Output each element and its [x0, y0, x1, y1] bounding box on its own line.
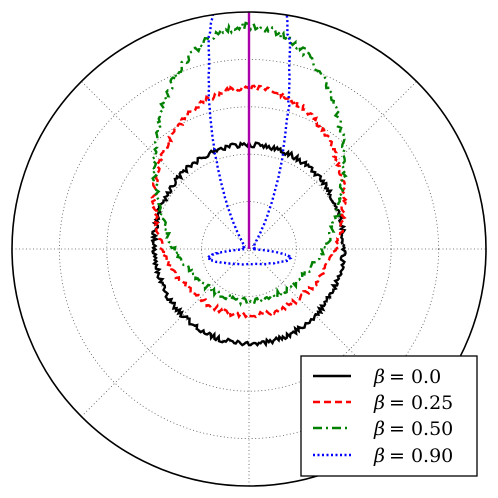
legend-box: [300, 355, 478, 477]
polar-frame: [11, 11, 487, 487]
grid-ring: [106, 106, 392, 392]
series-line-2: [150, 20, 348, 307]
series-line-3: [206, 12, 293, 266]
series-group: [150, 12, 348, 348]
legend: β = 0.0 β = 0.25 β = 0.50 β = 0.90: [300, 355, 478, 477]
legend-label-beta-0-50: β = 0.50: [373, 418, 453, 440]
legend-label-beta-0-90: β = 0.90: [373, 445, 453, 467]
legend-label-beta-0-25: β = 0.25: [373, 392, 453, 414]
series-line-0: [150, 139, 347, 348]
legend-label-beta-0-0: β = 0.0: [373, 366, 441, 388]
series-line-1: [150, 84, 348, 320]
